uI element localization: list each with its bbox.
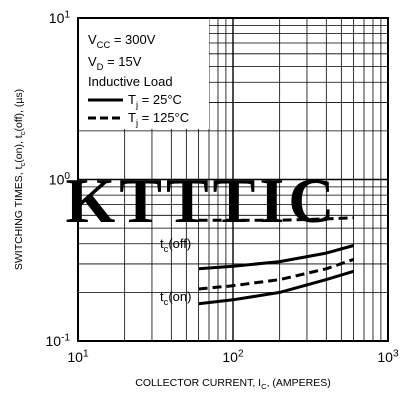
y-tick-label: 10-1 (45, 333, 70, 349)
legend-entry-label: Tj = 125°C (128, 110, 189, 128)
legend-condition: Inductive Load (88, 74, 173, 89)
legend: VCC = 300V VD = 15V Inductive Load Tj = 25°… (88, 32, 189, 128)
watermark-text: KTTTIC (66, 165, 339, 236)
series-line-ton_25 (198, 269, 355, 306)
legend-entry-label: Tj = 25°C (128, 92, 182, 110)
plot-frame (77, 17, 389, 342)
watermark: KTTTIC (66, 165, 339, 236)
series-line-toff_125 (198, 216, 354, 222)
legend-condition: VD = 15V (88, 54, 142, 72)
data-series (198, 216, 355, 306)
legend-background (79, 19, 209, 129)
annotation-toff: tc(off) (160, 236, 191, 254)
x-tick-label: 101 (67, 349, 89, 365)
series-line-toff_25 (198, 244, 355, 271)
y-axis-label: SWITCHING TIMES, tc(on), tc(off), (µs) (13, 89, 27, 270)
y-tick-label: 100 (49, 171, 71, 187)
annotation-ton: tc(on) (160, 289, 191, 307)
annotations: tc(off) tc(on) (160, 236, 191, 307)
legend-condition: VCC = 300V (88, 32, 156, 50)
y-tick-label: 101 (49, 10, 71, 26)
x-axis-label: COLLECTOR CURRENT, IC, (AMPERES) (135, 377, 331, 391)
x-tick-label: 103 (377, 349, 399, 365)
x-tick-label: 102 (222, 349, 244, 365)
tick-labels: 101 102 103 10-1 100 101 (45, 10, 399, 365)
